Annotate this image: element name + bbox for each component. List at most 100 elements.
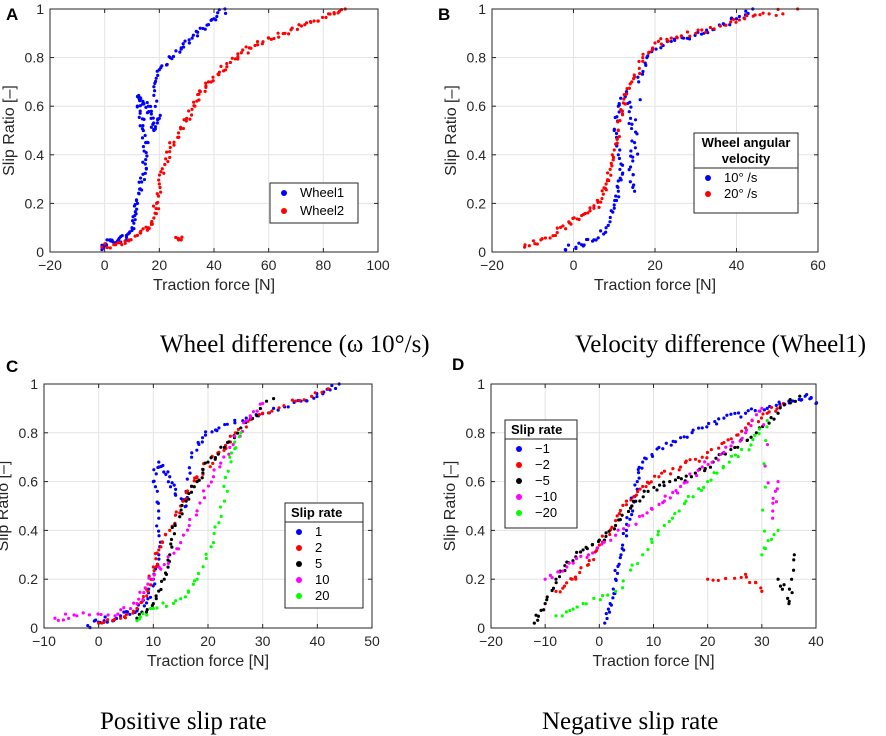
data-point-b-0-87 — [635, 132, 639, 136]
panel-a: A −20 0 20 40 60 80 10000.20.40.60.81Traction … — [1, 1, 390, 294]
data-point-a-0-76 — [140, 117, 145, 121]
data-point-c-1-73 — [266, 411, 271, 415]
data-point-d-2-4 — [539, 608, 543, 612]
y-axis-label-d: Slip Ratio [–] — [442, 461, 459, 552]
data-point-d-0-38 — [636, 471, 641, 475]
data-point-a-0-117 — [155, 99, 159, 103]
data-point-b-1-19 — [569, 222, 573, 226]
data-point-b-0-41 — [617, 156, 622, 161]
data-point-d-4-60 — [760, 553, 764, 557]
legend-box-a — [269, 182, 359, 224]
data-point-c-0-92 — [225, 422, 229, 426]
data-point-a-0-52 — [142, 177, 147, 182]
data-point-c-1-57 — [211, 461, 215, 465]
data-point-b-0-37 — [621, 171, 625, 175]
legend-marker-d-0 — [516, 446, 522, 452]
data-point-b-1-112 — [734, 20, 738, 24]
data-point-d-4-29 — [682, 502, 687, 506]
data-point-b-1-48 — [608, 167, 612, 171]
data-point-b-0-63 — [626, 101, 630, 106]
data-point-a-0-128 — [160, 64, 164, 68]
legend-marker-b-1 — [705, 191, 711, 197]
data-point-d-2-88 — [788, 398, 792, 402]
tick-label-x-c-2: 10 — [146, 633, 162, 649]
data-point-c-2-30 — [184, 499, 188, 503]
data-point-b-0-74 — [629, 149, 633, 153]
tick-label-x-a-0: −20 — [38, 257, 62, 273]
data-point-c-0-86 — [203, 430, 208, 434]
data-point-b-0-72 — [633, 141, 637, 145]
data-point-a-0-133 — [170, 57, 174, 61]
data-point-a-1-96 — [228, 60, 232, 65]
data-point-b-0-15 — [599, 229, 603, 233]
data-point-c-1-31 — [159, 545, 163, 549]
data-point-a-1-0 — [100, 245, 104, 249]
data-point-a-0-59 — [143, 162, 147, 166]
data-point-d-1-62 — [729, 437, 733, 441]
data-point-c-2-47 — [219, 445, 223, 449]
data-point-d-1-41 — [652, 474, 657, 478]
data-point-c-2-14 — [163, 571, 168, 575]
data-point-b-0-92 — [640, 72, 645, 76]
data-point-b-0-19 — [606, 223, 610, 227]
data-point-c-4-0 — [135, 619, 139, 623]
legend-marker-c-2 — [296, 561, 302, 567]
data-point-c-1-43 — [181, 499, 185, 503]
data-point-a-1-42 — [157, 182, 161, 186]
data-point-c-1-72 — [261, 411, 265, 415]
data-point-d-2-56 — [676, 475, 680, 480]
data-point-d-2-40 — [626, 509, 631, 514]
data-point-d-0-77 — [762, 408, 766, 412]
data-point-c-4-42 — [239, 431, 243, 435]
data-point-a-1-118 — [277, 35, 281, 39]
data-point-d-2-36 — [613, 523, 618, 528]
data-point-c-3-0 — [53, 616, 57, 620]
data-point-d-3-47 — [718, 452, 723, 457]
data-point-c-1-47 — [185, 489, 190, 493]
data-point-d-1-54 — [700, 455, 704, 459]
series-a-0 — [100, 7, 228, 252]
data-point-b-1-72 — [624, 92, 629, 96]
data-point-b-1-109 — [724, 23, 728, 27]
data-point-c-1-78 — [293, 399, 298, 403]
data-point-a-0-142 — [187, 41, 191, 45]
data-point-d-0-36 — [635, 480, 639, 484]
data-point-c-1-52 — [195, 476, 199, 480]
data-point-d-2-90 — [798, 394, 802, 398]
data-point-b-0-18 — [604, 226, 608, 230]
data-point-c-0-21 — [142, 604, 146, 608]
data-point-b-0-85 — [631, 173, 635, 177]
data-point-d-0-94 — [809, 396, 813, 400]
data-point-c-0-72 — [184, 504, 188, 508]
data-point-b-1-15 — [564, 227, 568, 231]
data-point-b-0-21 — [608, 215, 612, 220]
data-point-c-1-20 — [149, 583, 153, 587]
data-point-c-0-29 — [153, 582, 157, 586]
data-point-c-2-6 — [151, 602, 155, 606]
data-point-a-0-136 — [178, 50, 182, 54]
data-point-b-0-35 — [618, 176, 622, 180]
data-point-d-0-18 — [619, 553, 623, 557]
data-point-a-1-47 — [160, 167, 164, 171]
legend-label-c-3: 10 — [315, 572, 329, 587]
data-point-d-1-8 — [573, 575, 578, 579]
legend-marker-d-4 — [516, 510, 522, 516]
data-point-d-4-2 — [564, 610, 569, 614]
data-point-a-1-65 — [182, 118, 186, 122]
data-point-a-1-32 — [153, 211, 157, 215]
data-point-b-0-53 — [617, 110, 621, 114]
data-point-d-3-25 — [645, 511, 649, 515]
data-point-d-2-97 — [787, 602, 791, 606]
data-point-a-0-120 — [152, 85, 156, 89]
data-point-d-4-50 — [753, 433, 757, 438]
data-point-d-1-0 — [554, 589, 558, 594]
tick-label-x-a-3: 40 — [206, 257, 222, 273]
data-point-b-1-90 — [653, 41, 657, 45]
data-point-a-1-6 — [114, 243, 118, 247]
panel-letter-d: D — [452, 355, 464, 374]
data-point-a-1-29 — [150, 219, 154, 224]
data-point-d-4-37 — [709, 478, 713, 482]
data-point-d-1-21 — [608, 532, 612, 537]
data-point-d-2-44 — [634, 499, 638, 503]
